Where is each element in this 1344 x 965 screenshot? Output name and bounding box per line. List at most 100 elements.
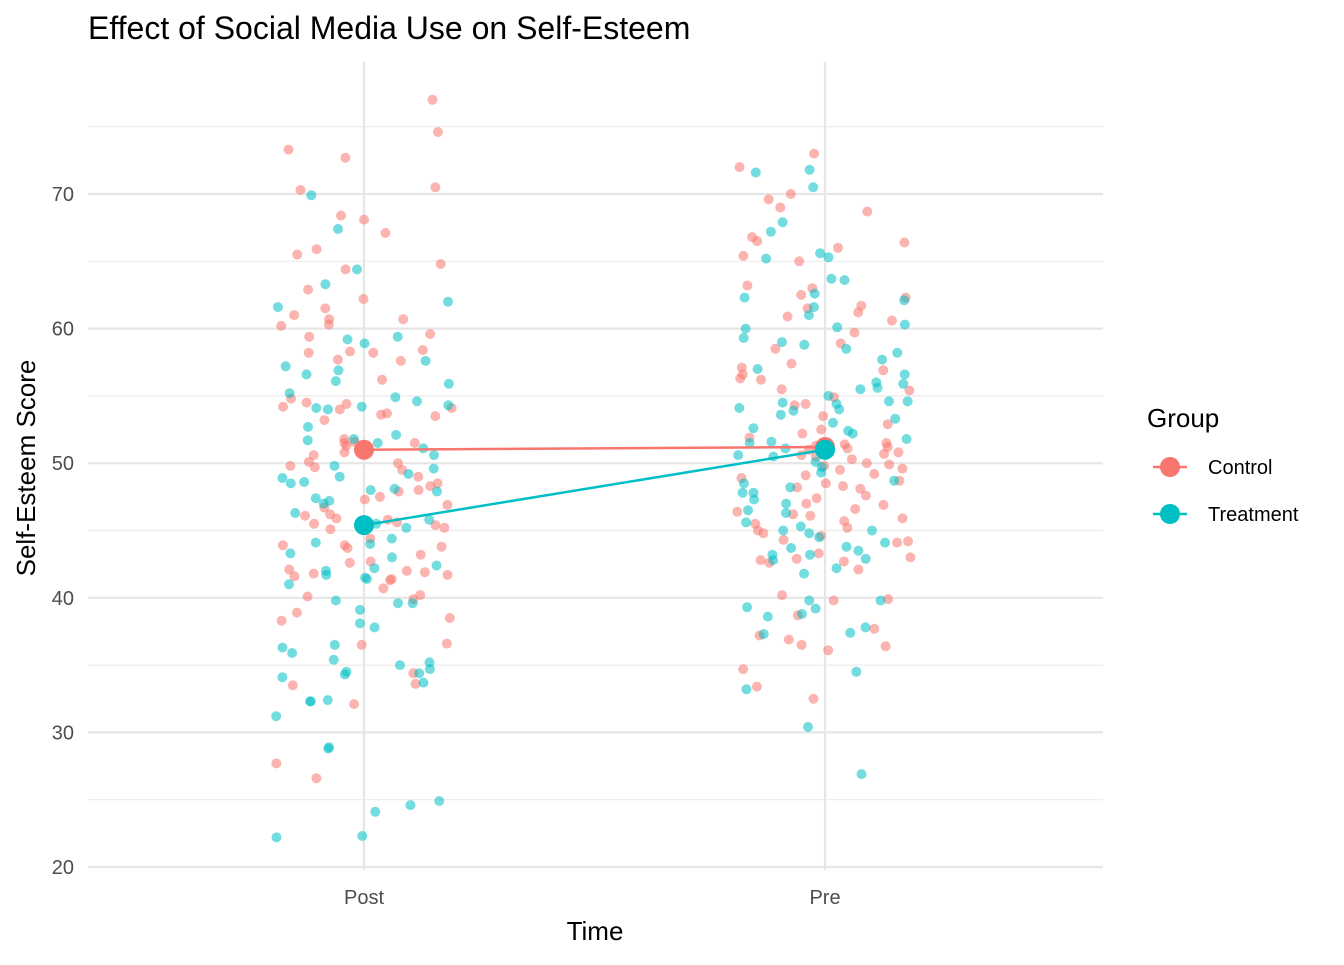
data-point-treatment	[285, 548, 296, 559]
data-point-treatment	[277, 642, 288, 653]
data-point-treatment	[750, 167, 761, 178]
data-point-control	[808, 693, 819, 704]
data-point-treatment	[333, 224, 343, 234]
data-point-treatment	[766, 436, 777, 447]
data-point-treatment	[901, 434, 912, 444]
data-point-control	[800, 399, 811, 409]
data-point-treatment	[765, 226, 776, 237]
data-point-control	[302, 591, 313, 602]
data-point-control	[878, 499, 889, 510]
data-point-treatment	[285, 478, 296, 489]
data-point-treatment	[741, 684, 752, 695]
data-point-control	[395, 355, 406, 366]
data-point-control	[309, 518, 320, 529]
data-point-treatment	[418, 677, 429, 688]
data-point-control	[380, 228, 391, 238]
data-point-control	[359, 214, 370, 225]
data-point-treatment	[284, 579, 294, 590]
data-point-treatment	[372, 438, 383, 448]
data-point-control	[425, 329, 436, 339]
data-point-treatment	[775, 409, 786, 420]
data-point-control	[442, 499, 453, 510]
data-point-treatment	[781, 508, 791, 518]
data-point-treatment	[355, 604, 365, 615]
data-point-treatment	[739, 292, 750, 303]
x-axis-ticks: Post Pre	[344, 887, 841, 909]
data-point-treatment	[740, 323, 751, 334]
mean-lines	[354, 437, 835, 536]
data-point-control	[897, 463, 908, 474]
data-point-control	[846, 454, 857, 465]
data-point-control	[778, 534, 789, 545]
data-point-treatment	[299, 477, 310, 487]
data-point-treatment	[432, 486, 442, 497]
data-point-control	[436, 541, 447, 552]
data-point-control	[295, 185, 306, 195]
data-point-treatment	[814, 532, 825, 543]
y-axis-title: Self-Esteem Score	[11, 360, 41, 577]
data-point-treatment	[738, 478, 749, 489]
data-point-control	[883, 594, 893, 605]
data-point-treatment	[737, 487, 748, 498]
data-point-control	[342, 543, 353, 553]
data-point-treatment	[318, 498, 329, 509]
data-point-control	[308, 568, 319, 579]
data-point-control	[439, 522, 450, 533]
data-point-control	[376, 409, 387, 420]
data-point-control	[884, 459, 895, 470]
data-point-control	[311, 773, 322, 784]
data-point-control	[417, 345, 428, 356]
data-point-control	[334, 404, 345, 415]
data-point-control	[786, 358, 797, 369]
data-point-control	[378, 583, 389, 594]
data-point-control	[800, 470, 811, 481]
data-point-control	[323, 319, 334, 330]
data-point-treatment	[743, 505, 753, 516]
data-point-control	[413, 471, 424, 482]
data-point-treatment	[826, 273, 837, 284]
y-tick-label: 70	[52, 184, 74, 206]
data-point-treatment	[357, 831, 368, 841]
data-point-treatment	[403, 469, 414, 479]
data-point-treatment	[899, 295, 910, 306]
legend-key-point	[1160, 504, 1180, 524]
data-point-treatment	[890, 413, 901, 424]
y-tick-label: 60	[52, 319, 74, 341]
data-point-treatment	[845, 627, 856, 638]
data-point-treatment	[834, 404, 845, 415]
data-point-control	[879, 448, 890, 459]
data-point-treatment	[394, 660, 405, 671]
data-point-treatment	[322, 404, 333, 415]
data-point-control	[345, 346, 355, 357]
data-point-control	[409, 438, 420, 448]
y-tick-label: 50	[52, 453, 74, 475]
data-point-treatment	[390, 392, 401, 403]
data-point-treatment	[839, 275, 850, 286]
data-point-control	[441, 638, 452, 649]
data-point-treatment	[777, 217, 788, 228]
data-point-treatment	[434, 796, 445, 806]
data-point-control	[301, 397, 312, 408]
data-point-treatment	[322, 695, 333, 706]
data-point-control	[842, 522, 853, 533]
data-point-control	[291, 607, 302, 618]
data-point-treatment	[804, 528, 815, 539]
data-point-control	[751, 681, 762, 692]
data-point-treatment	[355, 618, 365, 629]
data-point-treatment	[277, 672, 288, 683]
data-point-treatment	[899, 319, 910, 330]
data-point-control	[838, 481, 848, 492]
data-point-treatment	[899, 369, 910, 380]
y-tick-label: 20	[52, 857, 74, 879]
data-point-control	[320, 303, 331, 314]
data-point-control	[776, 384, 787, 395]
data-point-treatment	[369, 563, 380, 574]
data-point-control	[820, 478, 831, 489]
data-point-treatment	[785, 482, 796, 493]
data-point-treatment	[823, 252, 834, 263]
data-point-treatment	[365, 539, 376, 549]
data-point-treatment	[892, 347, 903, 358]
data-point-control	[304, 331, 315, 342]
data-point-treatment	[742, 602, 753, 613]
data-point-treatment	[758, 629, 769, 640]
